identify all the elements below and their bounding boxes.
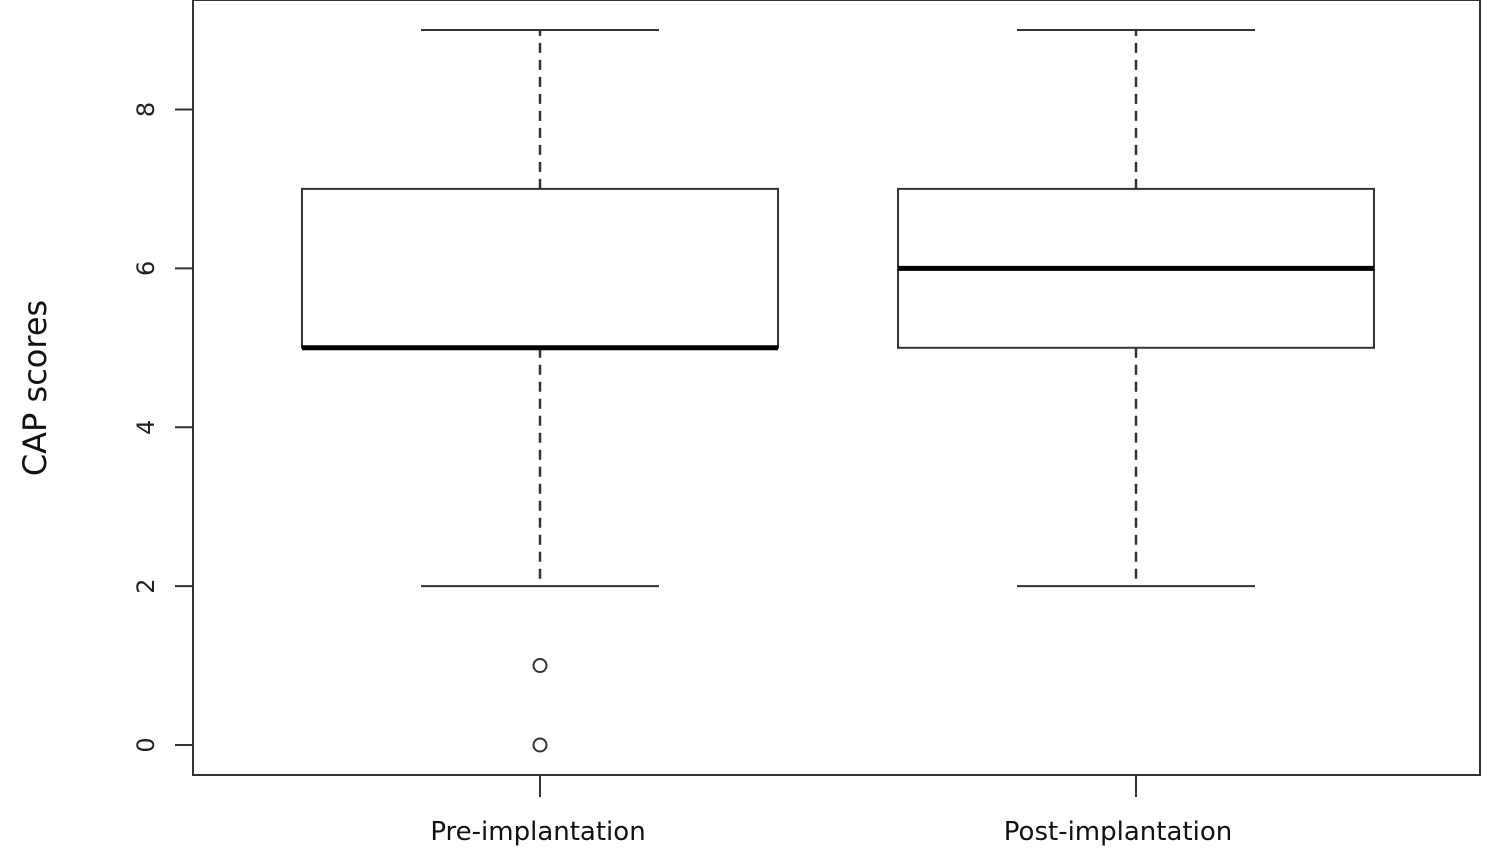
outlier-point bbox=[532, 658, 548, 674]
x-axis: Pre-implantation Post-implantation bbox=[430, 775, 1232, 847]
y-tick-label: 8 bbox=[132, 102, 160, 117]
y-tick-label: 0 bbox=[132, 737, 160, 752]
y-tick-label: 2 bbox=[132, 578, 160, 593]
y-tick-label: 6 bbox=[132, 261, 160, 276]
y-axis: 0 2 4 6 8 bbox=[132, 102, 194, 753]
x-category-label: Post-implantation bbox=[1004, 817, 1232, 847]
box-pre-implantation bbox=[301, 29, 779, 753]
boxes-group bbox=[301, 29, 1375, 753]
iqr-box bbox=[301, 187, 779, 349]
y-axis-title: CAP scores bbox=[16, 300, 54, 476]
plot-frame bbox=[192, 0, 1481, 776]
y-tick-label: 4 bbox=[132, 420, 160, 435]
outlier-point bbox=[532, 737, 548, 753]
box-post-implantation bbox=[897, 29, 1375, 588]
x-category-label: Pre-implantation bbox=[430, 817, 645, 847]
